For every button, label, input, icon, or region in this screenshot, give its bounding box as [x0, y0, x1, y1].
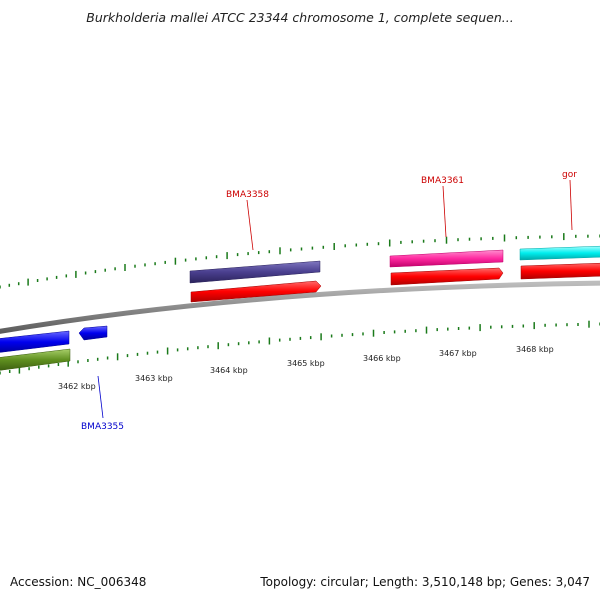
scale-label: 3464 kbp — [210, 366, 248, 375]
gene-label-bma3358[interactable]: BMA3358 — [226, 190, 269, 200]
map-title: Burkholderia mallei ATCC 23344 chromosom… — [86, 10, 514, 25]
gene-feature-red[interactable] — [520, 262, 600, 280]
label-leader-line — [246, 199, 254, 251]
label-leader-line — [569, 179, 573, 231]
scale-label: 3465 kbp — [287, 359, 325, 368]
summary-text: Topology: circular; Length: 3,510,148 bp… — [260, 575, 590, 589]
inner-tick-row — [0, 320, 600, 375]
gene-feature-blue[interactable] — [0, 330, 70, 353]
label-leader-line — [97, 375, 104, 419]
gene-label-bma3355[interactable]: BMA3355 — [81, 422, 124, 432]
gene-feature-pink[interactable] — [389, 249, 504, 268]
accession-text: Accession: NC_006348 — [10, 575, 147, 589]
scale-label: 3462 kbp — [58, 382, 96, 391]
gene-label-gor[interactable]: gor — [562, 170, 577, 180]
gene-feature-cyan[interactable] — [519, 245, 600, 261]
scale-label: 3466 kbp — [363, 354, 401, 363]
gene-feature-blue[interactable] — [78, 325, 108, 341]
scale-label: 3468 kbp — [516, 345, 554, 354]
gene-feature-red[interactable] — [190, 280, 322, 303]
gene-feature-red[interactable] — [390, 267, 504, 286]
label-leader-line — [442, 185, 447, 238]
scale-label: 3463 kbp — [135, 374, 173, 383]
gene-feature-olive[interactable] — [0, 348, 71, 371]
scale-label: 3467 kbp — [439, 349, 477, 358]
backbone-arc — [0, 280, 600, 334]
gene-feature-slate[interactable] — [189, 260, 321, 284]
gene-label-bma3361[interactable]: BMA3361 — [421, 176, 464, 186]
outer-tick-row — [0, 233, 600, 289]
